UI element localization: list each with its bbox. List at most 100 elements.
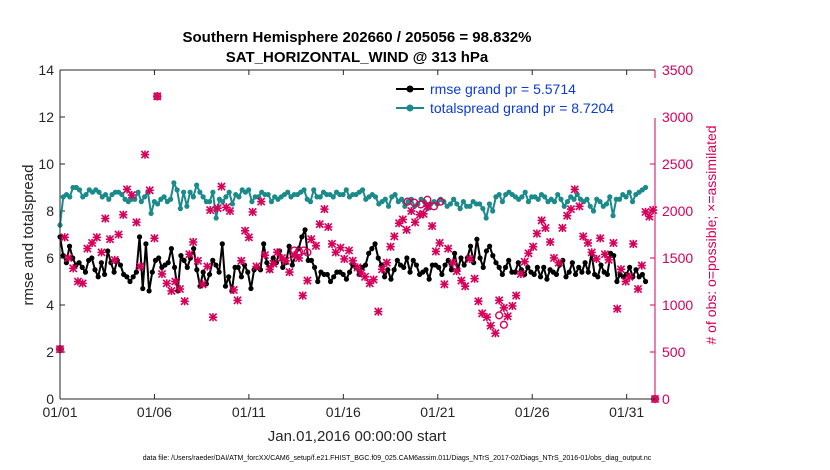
obs-possible-marker: [423, 195, 432, 204]
totalspread-point: [597, 199, 603, 205]
totalspread-point: [477, 201, 483, 207]
rmse-point: [248, 285, 254, 292]
totalspread-point: [460, 199, 466, 205]
rmse-point: [280, 264, 286, 270]
rmse-point: [156, 255, 162, 261]
totalspread-point: [194, 182, 200, 188]
rmse-point: [366, 250, 372, 256]
rmse-point: [124, 274, 130, 280]
rmse-point: [324, 271, 330, 278]
totalspread-point: [138, 199, 144, 205]
obs-possible-marker: [290, 246, 299, 255]
totalspread-point: [187, 189, 193, 195]
rmse-point: [308, 257, 315, 263]
plot-area: 01/01 01/06 01/11 01/16 01/21 01/26 01/31 0 2 4 6 8…: [38, 62, 693, 420]
obs-possible-marker: [429, 202, 439, 211]
y-right-tick-label: 3500: [662, 62, 693, 78]
totalspread-point: [486, 201, 493, 207]
rmse-point: [604, 271, 610, 278]
rmse-point: [563, 274, 569, 280]
rmse-point: [95, 274, 101, 280]
totalspread-point: [522, 189, 528, 195]
y-tick-label: 2: [46, 344, 54, 360]
rmse-point: [585, 269, 591, 275]
rmse-point: [206, 271, 213, 278]
data-file-footer: data file: /Users/raeder/DAI/ATM_forcXX/…: [143, 455, 652, 462]
rmse-point: [171, 264, 178, 270]
y-right-tick-label: 0: [662, 391, 670, 407]
totalspread-point: [623, 194, 629, 200]
totalspread-point: [340, 191, 346, 198]
totalspread-point: [330, 194, 336, 200]
rmse-point: [299, 234, 305, 240]
totalspread-point: [168, 196, 174, 202]
totalspread-point: [535, 196, 541, 202]
totalspread-point: [584, 196, 590, 202]
totalspread-point: [382, 196, 388, 202]
rmse-point: [553, 271, 560, 278]
rmse-point: [311, 264, 318, 270]
rmse-point: [331, 274, 337, 280]
totalspread-point: [408, 196, 414, 202]
totalspread-point: [603, 201, 610, 207]
rmse-point: [111, 269, 117, 275]
totalspread-point: [229, 201, 236, 207]
rmse-point: [89, 255, 95, 261]
rmse-point: [245, 269, 251, 275]
totalspread-point: [542, 194, 548, 200]
y-axis-right-label: # of obs: o=possible; ×=assimilated: [703, 125, 719, 344]
rmse-point: [146, 288, 152, 294]
rmse-point: [181, 257, 187, 263]
totalspread-point: [220, 199, 226, 205]
totalspread-point: [197, 189, 203, 195]
rmse-point: [382, 274, 388, 280]
rmse-point: [216, 269, 222, 275]
rmse-point: [315, 278, 321, 285]
rmse-point: [238, 274, 244, 280]
y-tick-label: 8: [46, 203, 54, 219]
rmse-point: [515, 260, 521, 266]
totalspread-point: [132, 196, 138, 202]
rmse-point: [101, 271, 108, 278]
totalspread-point: [268, 199, 275, 205]
totalspread-point: [83, 191, 89, 198]
chart-title: Southern Hemisphere 202660 / 205056 = 98…: [183, 29, 532, 46]
y-right-tick-label: 3000: [662, 109, 693, 125]
rmse-point: [391, 267, 397, 273]
x-tick-label: 01/16: [326, 404, 361, 420]
rmse-point: [340, 271, 346, 278]
totalspread-point: [629, 199, 636, 205]
totalspread-point: [642, 184, 649, 191]
totalspread-point: [246, 187, 252, 193]
rmse-point: [572, 271, 579, 278]
x-axis-label: Jan.01,2016 00:00:00 start: [268, 428, 447, 445]
rmse-point: [490, 253, 496, 259]
totalspread-point: [200, 194, 206, 200]
rmse-point: [105, 248, 111, 254]
totalspread-point: [616, 196, 623, 202]
rmse-point: [375, 255, 381, 261]
plot-background: [60, 70, 655, 399]
rmse-point: [467, 243, 474, 249]
rmse-point: [627, 264, 633, 270]
totalspread-point: [210, 189, 216, 195]
totalspread-point: [574, 191, 580, 198]
rmse-point: [531, 271, 537, 278]
rmse-point: [423, 267, 429, 273]
legend-box: [392, 78, 662, 118]
totalspread-point: [343, 187, 349, 193]
totalspread-point: [161, 194, 167, 200]
totalspread-point: [610, 213, 616, 219]
rmse-point: [92, 267, 98, 273]
y-right-tick-label: 2500: [662, 156, 693, 172]
legend-spread-label: totalspread grand pr = 8.7204: [430, 100, 614, 116]
rmse-point: [200, 269, 206, 275]
legend-spread-marker: [406, 104, 414, 112]
rmse-point: [442, 262, 448, 268]
rmse-point: [372, 241, 378, 247]
totalspread-point: [154, 201, 161, 207]
rmse-point: [235, 264, 241, 270]
rmse-point: [582, 260, 588, 266]
totalspread-point: [96, 189, 102, 195]
